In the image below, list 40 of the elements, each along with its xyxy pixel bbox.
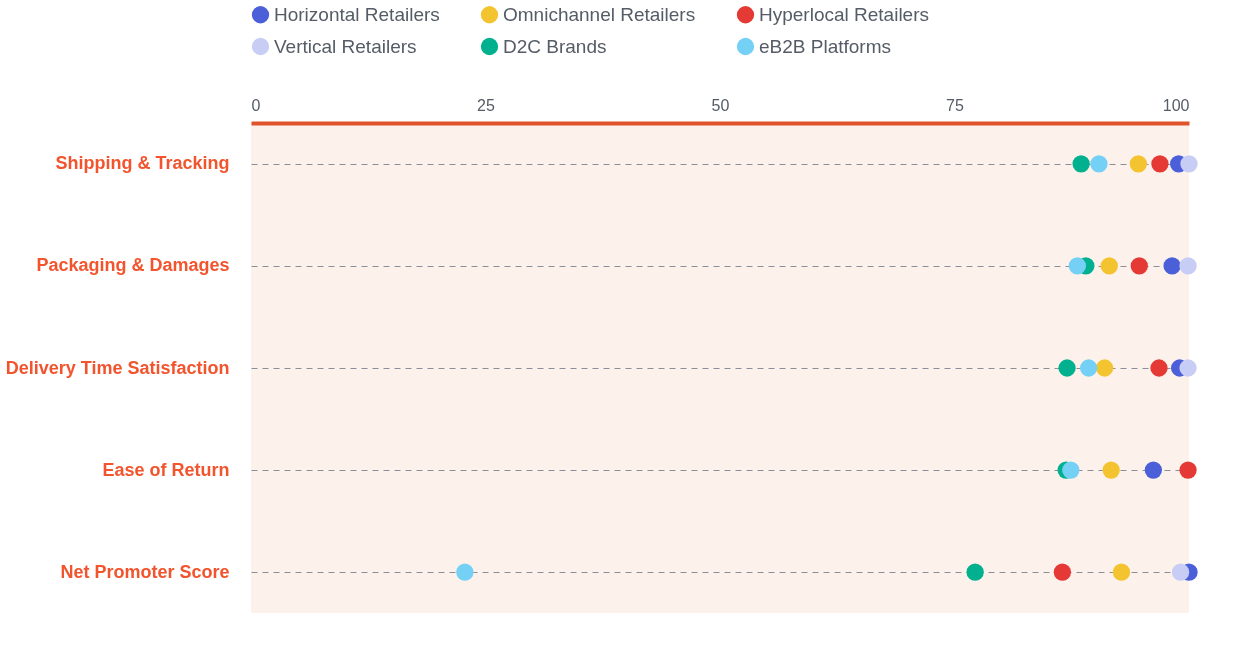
y-tick-label: Shipping & Tracking — [55, 153, 230, 174]
legend-label: Omnichannel Retailers — [503, 3, 696, 25]
legend-label: eB2B Platforms — [759, 35, 891, 57]
point — [1151, 155, 1169, 173]
x-tick-label: 100 — [1162, 96, 1190, 114]
point — [1079, 359, 1098, 377]
point — [1150, 359, 1168, 377]
y-tick-label: Packaging & Damages — [36, 255, 230, 276]
legend-label: Horizontal Retailers — [274, 3, 440, 25]
point — [1179, 461, 1197, 479]
point — [1129, 155, 1148, 173]
point — [1171, 563, 1190, 581]
point — [1090, 155, 1108, 173]
point — [1062, 461, 1080, 479]
y-tick-label: Ease of Return — [102, 459, 230, 480]
point — [1072, 155, 1090, 173]
point — [1180, 155, 1198, 173]
point — [1068, 257, 1087, 275]
x-tick-label: 0 — [251, 96, 261, 114]
point — [1144, 461, 1163, 479]
point — [1100, 257, 1118, 275]
legend-label: Hyperlocal Retailers — [759, 3, 930, 25]
point — [456, 563, 474, 581]
point — [1058, 359, 1076, 377]
point — [1102, 461, 1120, 479]
x-tick-label: 25 — [477, 96, 495, 114]
point — [1163, 257, 1181, 275]
point — [1095, 359, 1114, 377]
x-tick-label: 75 — [946, 96, 964, 114]
point — [1179, 359, 1197, 377]
legend-label: Vertical Retailers — [274, 35, 417, 57]
x-tick-label: 50 — [711, 96, 730, 114]
point — [1179, 257, 1197, 275]
legend-label: D2C Brands — [503, 35, 607, 57]
point — [1112, 563, 1131, 581]
point — [966, 563, 984, 581]
point — [1053, 563, 1072, 581]
point — [1130, 257, 1148, 275]
y-tick-label: Net Promoter Score — [60, 561, 230, 582]
y-tick-label: Delivery Time Satisfaction — [5, 357, 230, 378]
